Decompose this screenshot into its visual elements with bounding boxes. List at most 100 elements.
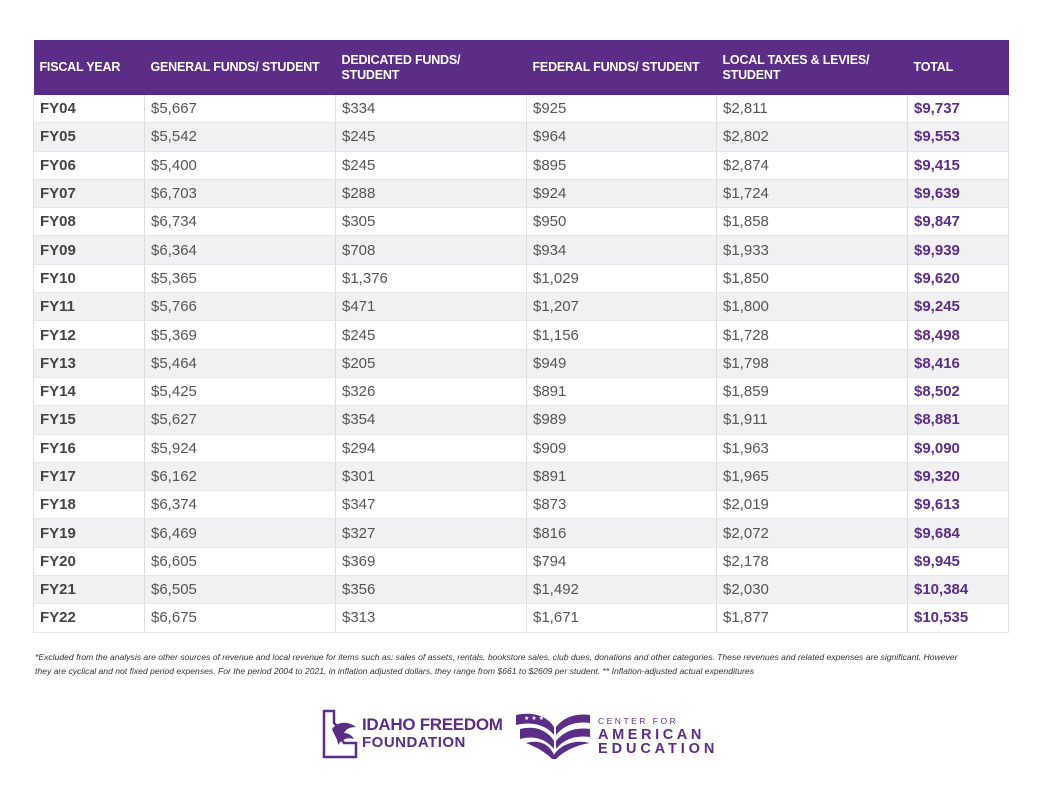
local-taxes-cell: $1,728 — [716, 320, 908, 350]
local-taxes-cell: $1,798 — [716, 349, 908, 378]
fiscal-year-cell: FY04 — [33, 95, 145, 124]
dedicated-funds-cell: $245 — [335, 151, 527, 180]
dedicated-funds-cell: $294 — [335, 434, 527, 463]
fiscal-year-cell: FY11 — [33, 292, 145, 322]
table-row: FY06 $5,400 $245 $895 $2,874 $9,415 — [33, 151, 1009, 180]
general-funds-cell: $6,364 — [144, 235, 336, 265]
local-taxes-cell: $1,911 — [716, 405, 908, 435]
federal-funds-cell: $891 — [526, 462, 717, 492]
funding-table-container: FISCAL YEAR GENERAL FUNDS/ STUDENT DEDICAT… — [33, 40, 1009, 633]
table-row: FY21 $6,505 $356 $1,492 $2,030 $10,384 — [33, 575, 1009, 605]
local-taxes-cell: $2,811 — [716, 95, 908, 124]
fiscal-year-cell: FY16 — [33, 434, 145, 463]
table-row: FY08 $6,734 $305 $950 $1,858 $9,847 — [33, 207, 1009, 237]
federal-funds-cell: $895 — [526, 151, 717, 180]
dedicated-funds-cell: $245 — [335, 122, 527, 152]
federal-funds-cell: $816 — [526, 518, 717, 548]
total-cell: $8,498 — [907, 320, 1009, 350]
general-funds-cell: $5,365 — [144, 264, 336, 294]
federal-funds-cell: $989 — [526, 405, 717, 435]
fiscal-year-cell: FY12 — [33, 320, 145, 350]
federal-funds-cell: $925 — [526, 95, 717, 124]
ifp-name-line2: FOUNDATION — [362, 734, 466, 751]
table-row: FY18 $6,374 $347 $873 $2,019 $9,613 — [33, 490, 1009, 520]
table-row: FY13 $5,464 $205 $949 $1,798 $8,416 — [33, 349, 1009, 378]
local-taxes-cell: $1,933 — [716, 235, 908, 265]
fiscal-year-cell: FY05 — [33, 122, 145, 152]
general-funds-cell: $6,734 — [144, 207, 336, 237]
dedicated-funds-cell: $245 — [335, 320, 527, 350]
table-row: FY05 $5,542 $245 $964 $2,802 $9,553 — [33, 122, 1009, 152]
dedicated-funds-cell: $301 — [335, 462, 527, 492]
general-funds-cell: $5,369 — [144, 320, 336, 350]
table-row: FY09 $6,364 $708 $934 $1,933 $9,939 — [33, 235, 1009, 265]
fiscal-year-cell: FY18 — [33, 490, 145, 520]
ifp-name-line1: IDAHO FREEDOM — [362, 715, 503, 734]
local-taxes-cell: $1,965 — [716, 462, 908, 492]
dedicated-funds-cell: $708 — [335, 235, 527, 265]
fiscal-year-cell: FY15 — [33, 405, 145, 435]
local-taxes-cell: $1,800 — [716, 292, 908, 322]
fiscal-year-cell: FY10 — [33, 264, 145, 294]
local-taxes-cell: $1,858 — [716, 207, 908, 237]
fiscal-year-cell: FY09 — [33, 235, 145, 265]
local-taxes-cell: $1,877 — [716, 603, 908, 633]
dedicated-funds-cell: $347 — [335, 490, 527, 520]
fiscal-year-cell: FY20 — [33, 547, 145, 577]
general-funds-cell: $6,703 — [144, 179, 336, 209]
table-header-row: FISCAL YEAR GENERAL FUNDS/ STUDENT DEDICAT… — [33, 40, 1009, 95]
table-row: FY12 $5,369 $245 $1,156 $1,728 $8,498 — [33, 320, 1009, 350]
dedicated-funds-cell: $334 — [335, 95, 527, 124]
total-cell: $9,737 — [907, 95, 1009, 124]
dedicated-funds-cell: $305 — [335, 207, 527, 237]
dedicated-funds-cell: $1,376 — [335, 264, 527, 294]
total-cell: $10,384 — [907, 575, 1009, 605]
federal-funds-cell: $1,671 — [526, 603, 717, 633]
general-funds-cell: $6,162 — [144, 462, 336, 492]
table-row: FY07 $6,703 $288 $924 $1,724 $9,639 — [33, 179, 1009, 209]
dedicated-funds-cell: $354 — [335, 405, 527, 435]
dedicated-funds-cell: $326 — [335, 377, 527, 407]
table-row: FY22 $6,675 $313 $1,671 $1,877 $10,535 — [33, 603, 1009, 633]
total-cell: $9,639 — [907, 179, 1009, 209]
total-cell: $9,620 — [907, 264, 1009, 294]
table-row: FY15 $5,627 $354 $989 $1,911 $8,881 — [33, 405, 1009, 435]
general-funds-cell: $6,469 — [144, 518, 336, 548]
general-funds-cell: $5,924 — [144, 434, 336, 463]
dedicated-funds-cell: $313 — [335, 603, 527, 633]
total-cell: $9,684 — [907, 518, 1009, 548]
total-cell: $9,945 — [907, 547, 1009, 577]
fiscal-year-cell: FY19 — [33, 518, 145, 548]
idaho-eagle-icon — [322, 709, 358, 759]
local-taxes-cell: $2,072 — [716, 518, 908, 548]
local-taxes-cell: $2,178 — [716, 547, 908, 577]
dedicated-funds-cell: $471 — [335, 292, 527, 322]
header-general-funds: GENERAL FUNDS/ STUDENT — [144, 40, 336, 95]
fiscal-year-cell: FY14 — [33, 377, 145, 407]
general-funds-cell: $6,505 — [144, 575, 336, 605]
general-funds-cell: $5,400 — [144, 151, 336, 180]
general-funds-cell: $5,766 — [144, 292, 336, 322]
header-fiscal-year: FISCAL YEAR — [33, 40, 145, 95]
total-cell: $8,416 — [907, 349, 1009, 378]
idaho-freedom-foundation-logo: IDAHO FREEDOM FOUNDATION — [322, 709, 503, 759]
table-row: FY16 $5,924 $294 $909 $1,963 $9,090 — [33, 434, 1009, 463]
total-cell: $10,535 — [907, 603, 1009, 633]
table-row: FY17 $6,162 $301 $891 $1,965 $9,320 — [33, 462, 1009, 492]
federal-funds-cell: $794 — [526, 547, 717, 577]
fiscal-year-cell: FY08 — [33, 207, 145, 237]
table-row: FY10 $5,365 $1,376 $1,029 $1,850 $9,620 — [33, 264, 1009, 294]
general-funds-cell: $6,374 — [144, 490, 336, 520]
local-taxes-cell: $2,019 — [716, 490, 908, 520]
flag-book-icon: ★ ★ ★ — [516, 713, 590, 759]
total-cell: $9,090 — [907, 434, 1009, 463]
table-row: FY11 $5,766 $471 $1,207 $1,800 $9,245 — [33, 292, 1009, 322]
total-cell: $9,847 — [907, 207, 1009, 237]
federal-funds-cell: $1,156 — [526, 320, 717, 350]
local-taxes-cell: $1,724 — [716, 179, 908, 209]
svg-text:★ ★ ★: ★ ★ ★ — [524, 715, 544, 722]
total-cell: $9,320 — [907, 462, 1009, 492]
total-cell: $8,881 — [907, 405, 1009, 435]
federal-funds-cell: $909 — [526, 434, 717, 463]
footnote: *Excluded from the analysis are other so… — [35, 652, 958, 676]
